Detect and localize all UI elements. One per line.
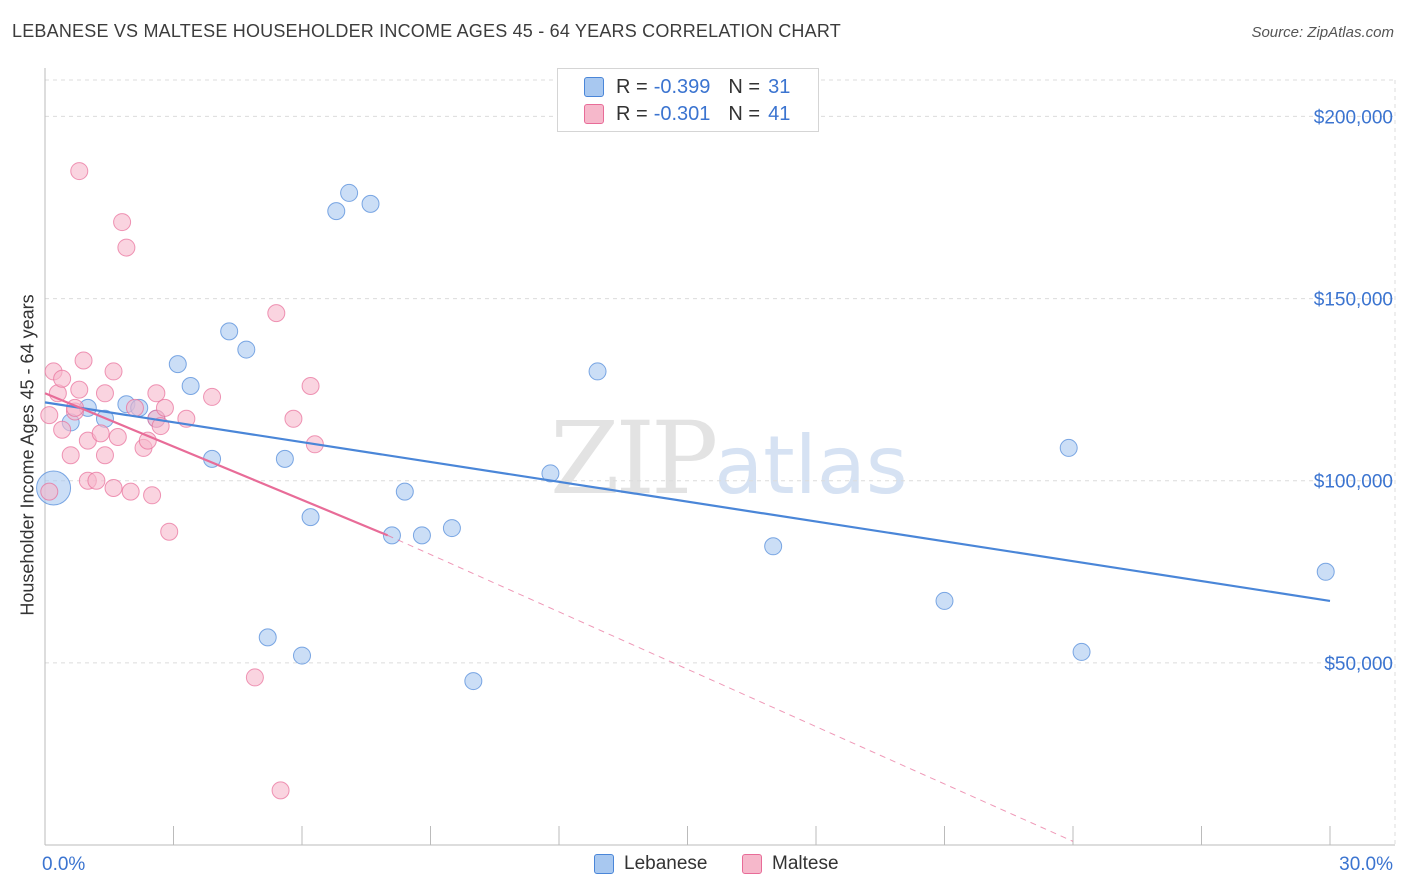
- y-tick-label: $100,000: [1314, 472, 1393, 493]
- point-lebanese: [327, 202, 346, 221]
- point-maltese: [40, 482, 59, 501]
- legend-n-value: 31: [768, 75, 791, 98]
- point-lebanese: [301, 508, 320, 527]
- point-maltese: [70, 162, 89, 181]
- bottom-legend-label-maltese: Maltese: [772, 853, 839, 874]
- chart-title: LEBANESE VS MALTESE HOUSEHOLDER INCOME A…: [12, 21, 841, 41]
- watermark-zip: ZIP: [550, 400, 718, 517]
- point-lebanese: [237, 340, 256, 359]
- point-lebanese: [464, 672, 483, 691]
- point-maltese: [284, 409, 303, 428]
- point-maltese: [301, 377, 320, 395]
- point-maltese: [138, 431, 157, 450]
- legend-n-label: N =: [728, 75, 761, 98]
- legend-row-lebanese: R = -0.399 N = 31: [584, 74, 790, 100]
- point-lebanese: [764, 537, 783, 556]
- point-lebanese: [412, 526, 431, 545]
- point-maltese: [104, 362, 123, 381]
- x-tick-label: 0.0%: [42, 854, 85, 875]
- point-maltese: [125, 398, 144, 417]
- watermark: ZIPatlas: [550, 400, 908, 517]
- point-maltese: [143, 486, 162, 505]
- point-maltese: [95, 446, 114, 465]
- legend-r-label: R =: [616, 75, 648, 98]
- y-axis-title: Householder Income Ages 45 - 64 years: [17, 294, 38, 616]
- point-lebanese: [361, 194, 380, 213]
- point-lebanese: [340, 183, 359, 202]
- bottom-legend-lebanese: Lebanese: [594, 852, 707, 876]
- point-lebanese: [168, 355, 187, 374]
- point-maltese: [203, 387, 222, 406]
- point-maltese: [121, 482, 140, 501]
- legend-r-value: -0.399: [653, 75, 711, 98]
- point-maltese: [104, 479, 123, 497]
- point-maltese: [108, 428, 127, 446]
- point-maltese: [53, 420, 72, 439]
- legend-n-label: N =: [728, 102, 761, 125]
- point-lebanese: [1316, 562, 1335, 581]
- x-tick-label: 30.0%: [1339, 854, 1393, 875]
- bottom-legend-swatch-maltese: [742, 854, 762, 874]
- point-maltese: [160, 522, 179, 541]
- point-lebanese: [588, 362, 607, 381]
- correlation-legend: R = -0.399 N = 31 R = -0.301 N = 41: [557, 68, 819, 132]
- point-maltese: [74, 351, 93, 370]
- point-maltese: [91, 424, 110, 443]
- y-tick-label: $150,000: [1314, 290, 1393, 311]
- legend-r-label: R =: [616, 102, 648, 125]
- source-label: Source: ZipAtlas.com: [1251, 24, 1394, 41]
- point-lebanese: [395, 482, 414, 501]
- point-maltese: [53, 369, 72, 388]
- point-maltese: [117, 238, 136, 257]
- legend-n-value: 41: [768, 102, 791, 125]
- trendline-extension-maltese: [387, 534, 1074, 842]
- trendline-lebanese: [44, 401, 1331, 603]
- legend-swatch-lebanese: [584, 77, 604, 97]
- point-maltese: [87, 471, 106, 490]
- point-maltese: [267, 304, 286, 323]
- point-lebanese: [1072, 642, 1091, 661]
- point-lebanese: [258, 628, 277, 647]
- point-maltese: [40, 406, 59, 425]
- point-lebanese: [220, 322, 239, 341]
- point-lebanese: [382, 526, 401, 545]
- point-lebanese: [442, 519, 461, 538]
- point-maltese: [61, 446, 80, 465]
- point-lebanese: [935, 591, 954, 610]
- point-lebanese: [541, 464, 560, 483]
- point-lebanese: [1059, 438, 1078, 457]
- legend-row-maltese: R = -0.301 N = 41: [584, 101, 790, 127]
- bottom-legend-label-lebanese: Lebanese: [624, 853, 708, 874]
- point-maltese: [155, 398, 174, 417]
- point-lebanese: [181, 377, 200, 395]
- point-maltese: [95, 384, 114, 403]
- point-maltese: [271, 781, 290, 800]
- point-maltese: [70, 380, 89, 399]
- bottom-legend-swatch-lebanese: [594, 854, 614, 874]
- point-maltese: [113, 213, 132, 232]
- point-lebanese: [293, 646, 311, 665]
- legend-swatch-maltese: [584, 104, 604, 124]
- legend-r-value: -0.301: [653, 102, 711, 125]
- y-tick-label: $200,000: [1314, 107, 1393, 128]
- point-maltese: [245, 668, 264, 687]
- trendline-maltese: [44, 392, 389, 537]
- point-maltese: [147, 384, 166, 403]
- bottom-legend-maltese: Maltese: [742, 852, 839, 876]
- watermark-atlas: atlas: [714, 419, 908, 512]
- point-lebanese: [275, 449, 294, 468]
- y-tick-label: $50,000: [1324, 654, 1393, 675]
